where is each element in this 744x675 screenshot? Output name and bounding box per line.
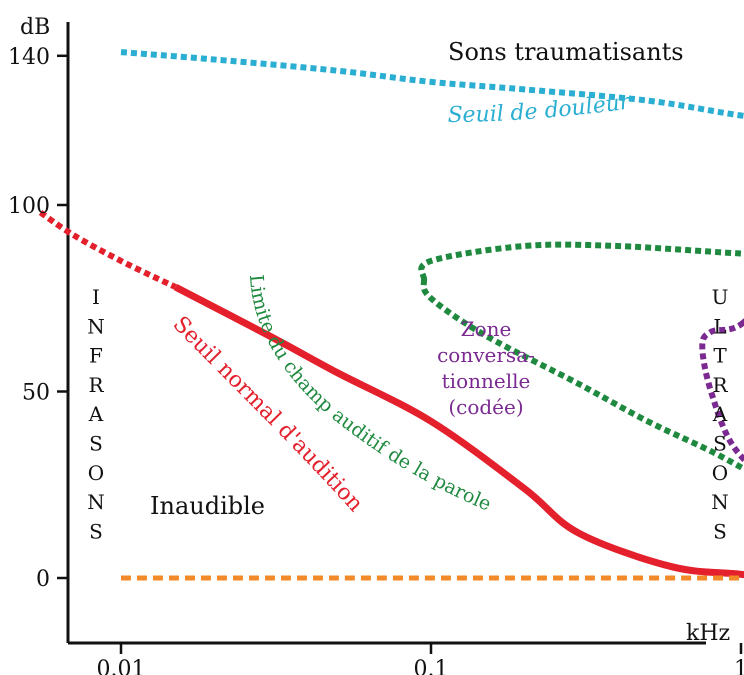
- x-tick-label-1: 0.1: [414, 657, 449, 675]
- infrasons-letters-letter-5: S: [89, 432, 103, 456]
- inaudible-label: Inaudible: [150, 492, 265, 520]
- ultrasons-letters-letter-2: T: [713, 344, 727, 368]
- infrasons-letters-letter-2: F: [89, 344, 103, 368]
- y-axis-title: dB: [20, 15, 50, 40]
- ultrasons-letters-letter-7: N: [711, 490, 729, 514]
- x-tick-label-2: 1: [734, 657, 744, 675]
- infrasons-letters-letter-3: R: [88, 373, 104, 397]
- infrasons-letters-letter-6: O: [88, 461, 104, 485]
- ultrasons-letters-letter-3: R: [712, 373, 728, 397]
- infrasons-letters-letter-0: I: [92, 285, 100, 309]
- y-tick-label-0: 0: [36, 567, 50, 592]
- y-tick-label-1: 50: [22, 381, 50, 406]
- zone-label-line-1: Zone: [461, 317, 512, 341]
- y-tick-label-2: 100: [8, 194, 50, 219]
- axes: [66, 22, 706, 645]
- zone-label-line-3: tionnelle: [442, 369, 531, 393]
- traumatic-sounds-label: Sons traumatisants: [448, 38, 684, 66]
- series-hearing-line-2: [173, 283, 744, 579]
- infrasons-letters-letter-4: A: [88, 402, 104, 426]
- series-hearing: [38, 210, 744, 579]
- ultrasons-letters-letter-0: U: [712, 285, 729, 309]
- ultrasons-letters-letter-8: S: [713, 519, 727, 543]
- ticks-layer: 0.010.1110050100140: [8, 45, 744, 675]
- pain-threshold-label: Seuil de douleur: [448, 89, 633, 128]
- y-tick-label-3: 140: [8, 45, 50, 70]
- ultrasons-letters-letter-5: S: [713, 432, 727, 456]
- series-speech: [418, 241, 744, 473]
- infrasons-letters-letter-8: S: [89, 519, 103, 543]
- ultrasons-letters-letter-4: A: [712, 402, 728, 426]
- zone-label-line-4: (codée): [448, 395, 523, 419]
- zone-label-line-2: conversa-: [437, 343, 535, 367]
- series-pain: [120, 49, 744, 119]
- series-pain-line-1: [120, 49, 744, 119]
- infrasons-letters-letter-1: N: [87, 314, 105, 338]
- infrasons-letters-letter-7: N: [87, 490, 105, 514]
- series-speech-line-1: [418, 241, 744, 473]
- x-tick-label-0: 0.01: [97, 657, 146, 675]
- series-layer: [38, 49, 744, 581]
- series-hearing-line-1: [38, 210, 177, 290]
- conversational-zone-label: Zone conversa- tionnelle (codée): [437, 317, 535, 419]
- x-axis-title: kHz: [686, 621, 730, 646]
- ultrasons-letters-letter-6: O: [712, 461, 728, 485]
- ultrasons-letters-letter-1: L: [713, 314, 726, 338]
